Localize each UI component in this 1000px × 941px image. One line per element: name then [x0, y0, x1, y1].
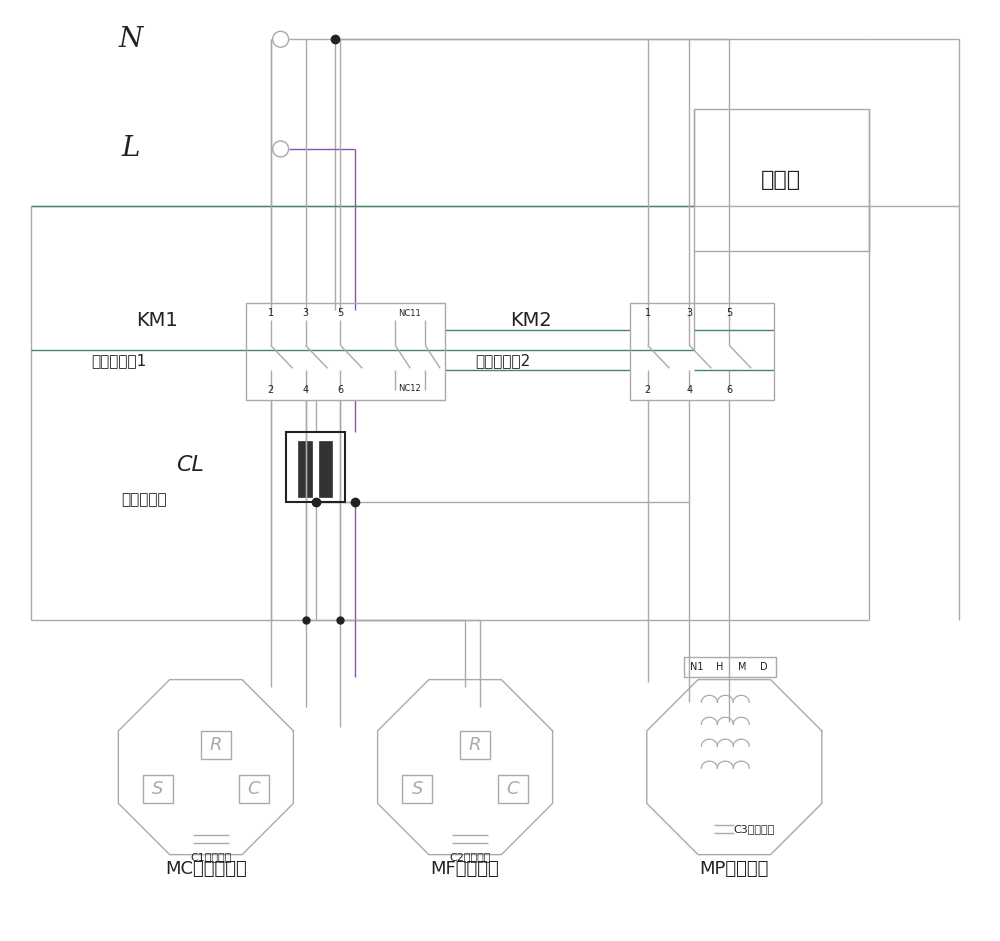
- Text: 6: 6: [726, 385, 732, 395]
- Text: R: R: [469, 736, 481, 754]
- Text: MP（水泵）: MP（水泵）: [700, 860, 769, 878]
- Text: 3: 3: [686, 309, 693, 318]
- Bar: [143, 775, 173, 803]
- Text: 4: 4: [303, 385, 309, 395]
- Text: 4: 4: [686, 385, 693, 395]
- Text: KM1: KM1: [136, 311, 178, 330]
- Text: NC11: NC11: [398, 309, 421, 318]
- Text: 5: 5: [726, 309, 732, 318]
- Text: 电流互感器: 电流互感器: [121, 492, 167, 507]
- Text: R: R: [210, 736, 222, 754]
- Bar: [402, 775, 432, 803]
- Text: 1: 1: [645, 309, 651, 318]
- Bar: [239, 775, 269, 803]
- Bar: [286, 432, 345, 502]
- Text: N1: N1: [690, 662, 703, 673]
- Bar: [684, 658, 776, 678]
- Bar: [246, 304, 445, 400]
- Bar: [319, 441, 332, 497]
- Text: 3: 3: [303, 309, 309, 318]
- Text: 交流接触器1: 交流接触器1: [91, 353, 146, 368]
- Text: 交流接触器2: 交流接触器2: [475, 353, 530, 368]
- Text: 2: 2: [268, 385, 274, 395]
- Text: MC（压缩机）: MC（压缩机）: [165, 860, 247, 878]
- Text: MF（风扇）: MF（风扇）: [431, 860, 499, 878]
- Text: C3（电容）: C3（电容）: [734, 824, 775, 834]
- Bar: [630, 304, 774, 400]
- Text: 控制器: 控制器: [761, 170, 801, 190]
- Text: 5: 5: [337, 309, 344, 318]
- Text: KM2: KM2: [510, 311, 552, 330]
- Text: D: D: [760, 662, 768, 673]
- Text: S: S: [152, 780, 164, 798]
- Text: M: M: [738, 662, 747, 673]
- Text: NC12: NC12: [398, 384, 421, 392]
- Bar: [694, 109, 869, 250]
- Text: 1: 1: [268, 309, 274, 318]
- Bar: [460, 731, 490, 759]
- Text: L: L: [122, 136, 140, 163]
- Text: H: H: [716, 662, 723, 673]
- Text: S: S: [412, 780, 423, 798]
- Bar: [498, 775, 528, 803]
- Text: C: C: [507, 780, 519, 798]
- Bar: [201, 731, 231, 759]
- Bar: [298, 441, 312, 497]
- Text: CL: CL: [176, 455, 204, 475]
- Text: C1（电容）: C1（电容）: [190, 852, 231, 862]
- Text: C2（电容）: C2（电容）: [449, 852, 491, 862]
- Text: 6: 6: [337, 385, 344, 395]
- Text: 2: 2: [644, 385, 651, 395]
- Text: N: N: [119, 25, 143, 53]
- Text: C: C: [247, 780, 260, 798]
